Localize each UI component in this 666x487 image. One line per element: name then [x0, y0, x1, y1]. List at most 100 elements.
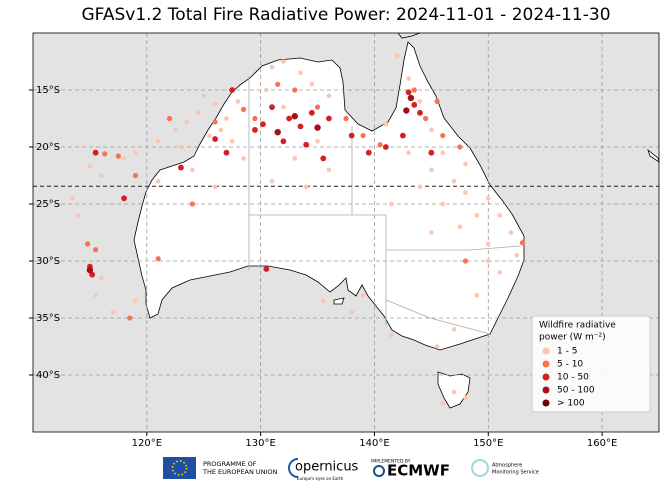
fire-point: [269, 104, 275, 110]
y-tick-label: 25°S: [36, 199, 60, 210]
fire-point: [400, 132, 406, 139]
fire-point: [212, 101, 218, 106]
legend-swatch: [542, 373, 550, 381]
fire-point: [223, 149, 230, 156]
fire-point: [308, 109, 315, 116]
legend-swatch: [542, 360, 550, 368]
fire-point: [98, 173, 104, 178]
fire-point: [89, 271, 96, 278]
fire-point: [320, 298, 326, 304]
y-tick-label: 40°S: [36, 370, 60, 381]
fire-point: [485, 241, 491, 247]
fire-point: [326, 93, 332, 98]
fire-point: [462, 258, 469, 264]
fire-point: [389, 201, 394, 207]
fire-point: [155, 178, 161, 184]
fire-point: [252, 115, 258, 122]
y-tick-label: 30°S: [36, 256, 60, 267]
copernicus-logo: opernicus: [295, 460, 359, 475]
fire-point: [394, 53, 400, 59]
fire-point: [195, 110, 201, 116]
fire-point: [155, 139, 161, 144]
fire-point: [212, 136, 219, 142]
legend-swatch: [542, 386, 550, 394]
fire-point: [280, 138, 287, 145]
fire-point: [133, 150, 138, 155]
fire-point: [201, 93, 207, 98]
cams-mark: [471, 459, 489, 477]
fire-point: [429, 127, 434, 133]
ecmwf-mark: [373, 465, 385, 477]
ecmwf-logo: ECMWF: [387, 462, 450, 480]
legend-title: power (W m⁻²): [539, 333, 606, 343]
fire-point: [264, 87, 269, 93]
fire-point: [207, 133, 212, 138]
fire-point: [457, 224, 463, 230]
eu-text: THE EUROPEAN UNION: [202, 468, 278, 476]
fire-point: [241, 156, 246, 161]
fire-point: [434, 98, 440, 104]
fire-point: [235, 99, 241, 104]
fire-point: [115, 153, 121, 159]
fire-point: [457, 144, 463, 150]
fire-point: [212, 184, 218, 190]
legend-swatch: [542, 399, 550, 407]
legend-label: > 100: [557, 399, 585, 409]
fire-point: [428, 149, 435, 156]
legend: Wildfire radiative power (W m⁻²) 1 - 5 5 …: [531, 315, 651, 413]
fire-point: [406, 150, 411, 155]
fire-point: [440, 133, 446, 139]
fire-point: [514, 253, 520, 258]
fire-point: [406, 76, 411, 81]
fire-point: [229, 87, 236, 93]
frame: [32, 32, 660, 433]
fire-point: [314, 124, 321, 131]
fire-point: [485, 196, 491, 201]
fire-point: [303, 141, 310, 148]
x-tick-label: 140°E: [359, 438, 389, 449]
fire-point: [417, 99, 423, 104]
fire-point: [92, 149, 99, 156]
fire-point: [463, 395, 468, 401]
fire-point: [463, 161, 468, 167]
fire-point: [348, 132, 355, 139]
fire-point: [417, 109, 423, 116]
fire-point: [474, 213, 480, 218]
fire-point: [383, 121, 389, 127]
fire-point: [76, 213, 81, 218]
fire-point: [155, 256, 161, 262]
fire-point: [184, 119, 189, 125]
fire-point: [240, 106, 247, 112]
fire-point: [423, 115, 429, 122]
fire-point: [263, 266, 270, 272]
fire-point: [360, 292, 366, 298]
x-tick-label: 160°E: [587, 438, 617, 449]
fire-point: [87, 164, 93, 169]
fire-point: [474, 292, 480, 298]
fire-point: [463, 190, 468, 195]
copernicus-tagline: Europe's eyes on Earth: [297, 476, 344, 481]
fire-point: [326, 115, 332, 122]
y-tick-label: 35°S: [36, 313, 60, 324]
fire-point: [440, 201, 446, 207]
copernicus-c: [288, 458, 299, 478]
fire-point: [98, 275, 104, 281]
legend-label: 5 - 10: [557, 360, 583, 370]
fire-point: [274, 128, 281, 136]
fire-point: [189, 201, 195, 207]
fire-point: [405, 89, 412, 96]
cams-text: Atmosphere: [492, 463, 522, 469]
fire-point: [252, 126, 258, 133]
fire-point: [309, 82, 315, 87]
fire-point: [93, 292, 98, 298]
fire-point: [440, 401, 446, 406]
fire-point: [314, 104, 321, 110]
fire-point: [298, 70, 303, 76]
fire-point: [303, 184, 309, 190]
fire-point: [172, 127, 178, 133]
state-borders: [248, 76, 521, 335]
fire-point: [133, 298, 138, 304]
fire-point: [343, 115, 349, 122]
fire-point: [286, 115, 292, 122]
fire-point: [269, 64, 275, 70]
